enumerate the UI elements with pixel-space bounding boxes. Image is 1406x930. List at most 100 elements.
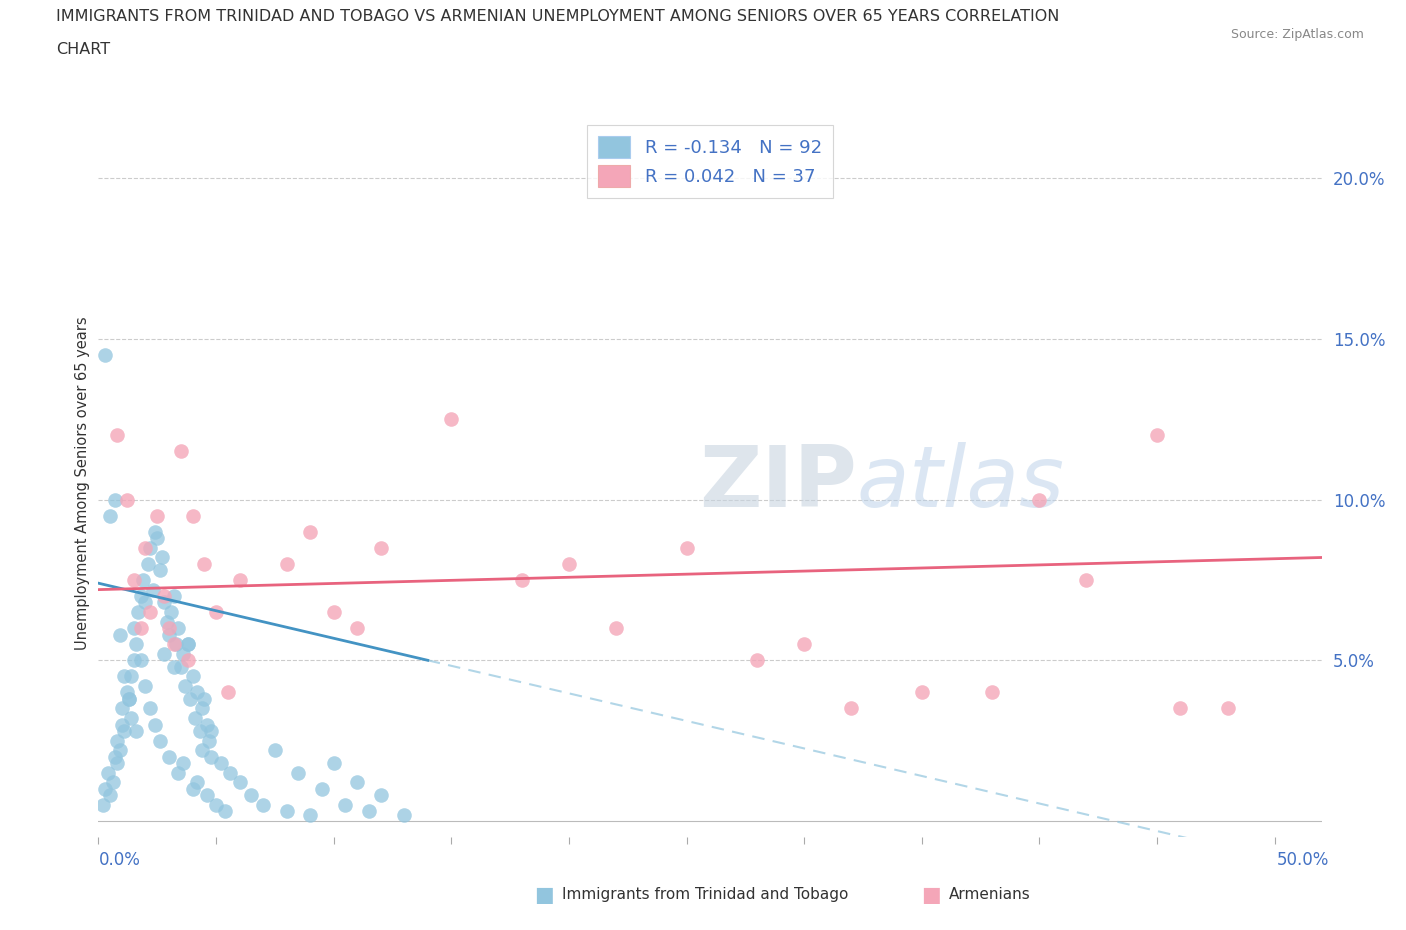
Text: 0.0%: 0.0%: [98, 851, 141, 870]
Point: [322, 604, 344, 619]
Point: [392, 807, 416, 822]
Point: [357, 804, 380, 818]
Point: [181, 509, 204, 524]
Text: IMMIGRANTS FROM TRINIDAD AND TOBAGO VS ARMENIAN UNEMPLOYMENT AMONG SENIORS OVER : IMMIGRANTS FROM TRINIDAD AND TOBAGO VS A…: [56, 9, 1060, 24]
Point: [111, 717, 134, 732]
Point: [177, 637, 200, 652]
Point: [299, 525, 322, 539]
Point: [346, 775, 368, 790]
Point: [510, 573, 533, 588]
Point: [122, 653, 145, 668]
Point: [179, 691, 201, 706]
Point: [170, 659, 193, 674]
Point: [149, 563, 172, 578]
Point: [134, 540, 156, 555]
Point: [94, 348, 117, 363]
Point: [120, 669, 142, 684]
Point: [146, 509, 169, 524]
Point: [167, 620, 190, 635]
Point: [157, 620, 180, 635]
Point: [191, 743, 214, 758]
Point: [129, 620, 152, 635]
Point: [839, 701, 862, 716]
Point: [198, 733, 221, 748]
Point: [134, 679, 156, 694]
Text: Armenians: Armenians: [949, 887, 1031, 902]
Text: ZIP: ZIP: [699, 442, 856, 525]
Point: [127, 604, 149, 619]
Point: [311, 781, 333, 796]
Text: Source: ZipAtlas.com: Source: ZipAtlas.com: [1230, 28, 1364, 41]
Point: [228, 573, 250, 588]
Point: [172, 646, 194, 661]
Point: [129, 653, 152, 668]
Point: [129, 589, 152, 604]
Point: [193, 556, 215, 571]
Point: [370, 788, 392, 803]
Point: [188, 724, 211, 738]
Point: [911, 685, 934, 700]
Point: [252, 797, 274, 812]
Point: [150, 550, 173, 565]
Point: [209, 756, 232, 771]
Y-axis label: Unemployment Among Seniors over 65 years: Unemployment Among Seniors over 65 years: [75, 317, 90, 650]
Point: [186, 775, 208, 790]
Point: [91, 797, 114, 812]
Point: [104, 492, 127, 507]
Text: 50.0%: 50.0%: [1277, 851, 1329, 870]
Point: [184, 711, 207, 725]
Text: CHART: CHART: [56, 42, 110, 57]
Point: [153, 646, 176, 661]
Point: [112, 669, 135, 684]
Point: [101, 775, 124, 790]
Point: [440, 412, 463, 427]
Point: [122, 573, 145, 588]
Point: [167, 765, 190, 780]
Point: [172, 756, 194, 771]
Point: [153, 589, 176, 604]
Point: [200, 750, 222, 764]
Point: [793, 637, 815, 652]
Point: [1076, 573, 1098, 588]
Point: [163, 637, 186, 652]
Point: [118, 691, 141, 706]
Point: [143, 717, 166, 732]
Point: [120, 711, 142, 725]
Point: [605, 620, 627, 635]
Point: [105, 756, 128, 771]
Point: [115, 492, 138, 507]
Point: [132, 573, 155, 588]
Point: [263, 743, 285, 758]
Point: [94, 781, 117, 796]
Point: [193, 691, 215, 706]
Point: [1146, 428, 1168, 443]
Point: [558, 556, 581, 571]
Point: [105, 733, 128, 748]
Point: [141, 582, 163, 597]
Text: atlas: atlas: [856, 442, 1064, 525]
Point: [108, 627, 131, 642]
Point: [1028, 492, 1050, 507]
Point: [112, 724, 135, 738]
Point: [170, 444, 193, 458]
Text: ■: ■: [921, 884, 941, 905]
Point: [163, 589, 186, 604]
Text: ■: ■: [534, 884, 554, 905]
Point: [287, 765, 309, 780]
Point: [149, 733, 172, 748]
Point: [136, 556, 159, 571]
Point: [156, 615, 179, 630]
Point: [219, 765, 242, 780]
Text: Immigrants from Trinidad and Tobago: Immigrants from Trinidad and Tobago: [562, 887, 849, 902]
Point: [240, 788, 263, 803]
Point: [118, 691, 141, 706]
Point: [1216, 701, 1239, 716]
Point: [370, 540, 392, 555]
Point: [174, 679, 197, 694]
Point: [217, 685, 239, 700]
Point: [1170, 701, 1192, 716]
Point: [125, 637, 148, 652]
Legend: R = -0.134   N = 92, R = 0.042   N = 37: R = -0.134 N = 92, R = 0.042 N = 37: [588, 126, 832, 198]
Point: [163, 659, 186, 674]
Point: [346, 620, 368, 635]
